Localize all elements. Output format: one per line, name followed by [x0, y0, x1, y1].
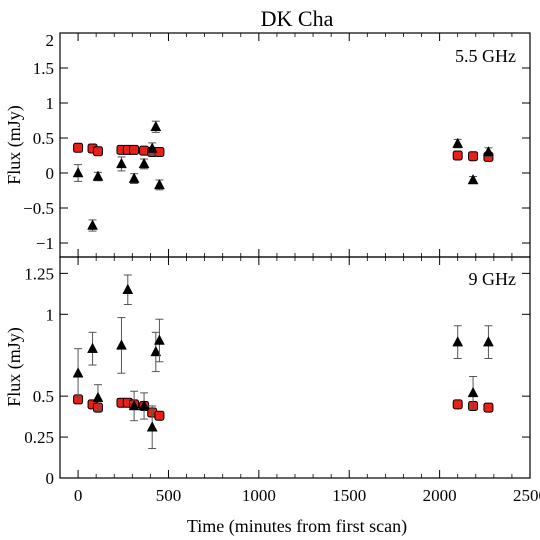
- data-point-triangle: [116, 157, 127, 169]
- x-tick-label: 2000: [423, 486, 457, 505]
- data-point-triangle: [116, 339, 127, 350]
- y-axis-label-bottom: Flux (mJy): [4, 327, 25, 407]
- y-axis-label-top: Flux (mJy): [4, 105, 25, 185]
- data-point-triangle: [128, 172, 140, 183]
- data-point-square: [154, 410, 165, 421]
- data-point-square: [92, 146, 103, 157]
- x-axis-label: Time (minutes from first scan): [187, 516, 407, 537]
- y-tick-label: 1.5: [33, 59, 54, 78]
- data-point-triangle: [92, 391, 104, 403]
- data-point-triangle: [452, 336, 464, 347]
- data-point-triangle: [483, 336, 494, 347]
- data-point-square: [73, 142, 84, 153]
- y-tick-label: 1.25: [24, 264, 54, 283]
- data-point-triangle: [138, 157, 150, 169]
- data-point-triangle: [467, 386, 479, 398]
- data-point-triangle: [150, 345, 162, 357]
- data-point-triangle: [146, 421, 158, 432]
- data-point-triangle: [154, 334, 165, 345]
- data-point-triangle: [87, 342, 98, 353]
- y-tick-label: 2: [46, 31, 55, 50]
- y-tick-label: 0: [46, 469, 55, 488]
- data-point-triangle: [154, 178, 165, 190]
- x-tick-label: 1500: [332, 486, 366, 505]
- y-tick-label: −0.5: [23, 199, 54, 218]
- y-tick-label: 1: [46, 94, 55, 113]
- data-point-triangle: [92, 170, 104, 181]
- x-tick-label: 1000: [242, 486, 276, 505]
- y-tick-label: 0.5: [33, 387, 54, 406]
- data-point-triangle: [467, 173, 479, 185]
- chart-title: DK Cha: [261, 6, 334, 31]
- data-point-square: [452, 399, 463, 410]
- data-point-square: [468, 151, 479, 162]
- data-point-triangle: [128, 399, 140, 411]
- y-tick-label: 0.5: [33, 129, 54, 148]
- panel-5-5-ghz: −1 −0.5 0 0.5 1 1.5 2: [23, 31, 531, 258]
- y-tick-label: 0: [46, 164, 55, 183]
- y-tick-label: 1: [46, 305, 55, 324]
- data-point-triangle: [146, 142, 158, 153]
- data-point-square: [452, 150, 463, 161]
- x-tick-label: 0: [74, 486, 83, 505]
- data-point-triangle: [72, 367, 84, 378]
- data-point-triangle: [483, 145, 494, 157]
- data-point-triangle: [138, 399, 150, 411]
- x-tick-label: 500: [156, 486, 182, 505]
- frequency-label-5-5: 5.5 GHz: [455, 46, 516, 66]
- data-point-triangle: [72, 166, 84, 178]
- y-tick-label: −1: [36, 234, 54, 253]
- data-point-triangle: [122, 283, 134, 294]
- data-point-square: [129, 144, 140, 155]
- data-point-triangle: [87, 219, 98, 230]
- data-point-triangle: [150, 120, 162, 132]
- data-point-triangle: [452, 137, 464, 148]
- data-point-square: [483, 402, 494, 413]
- frequency-label-9: 9 GHz: [469, 269, 517, 289]
- y-tick-label: 0.25: [24, 428, 54, 447]
